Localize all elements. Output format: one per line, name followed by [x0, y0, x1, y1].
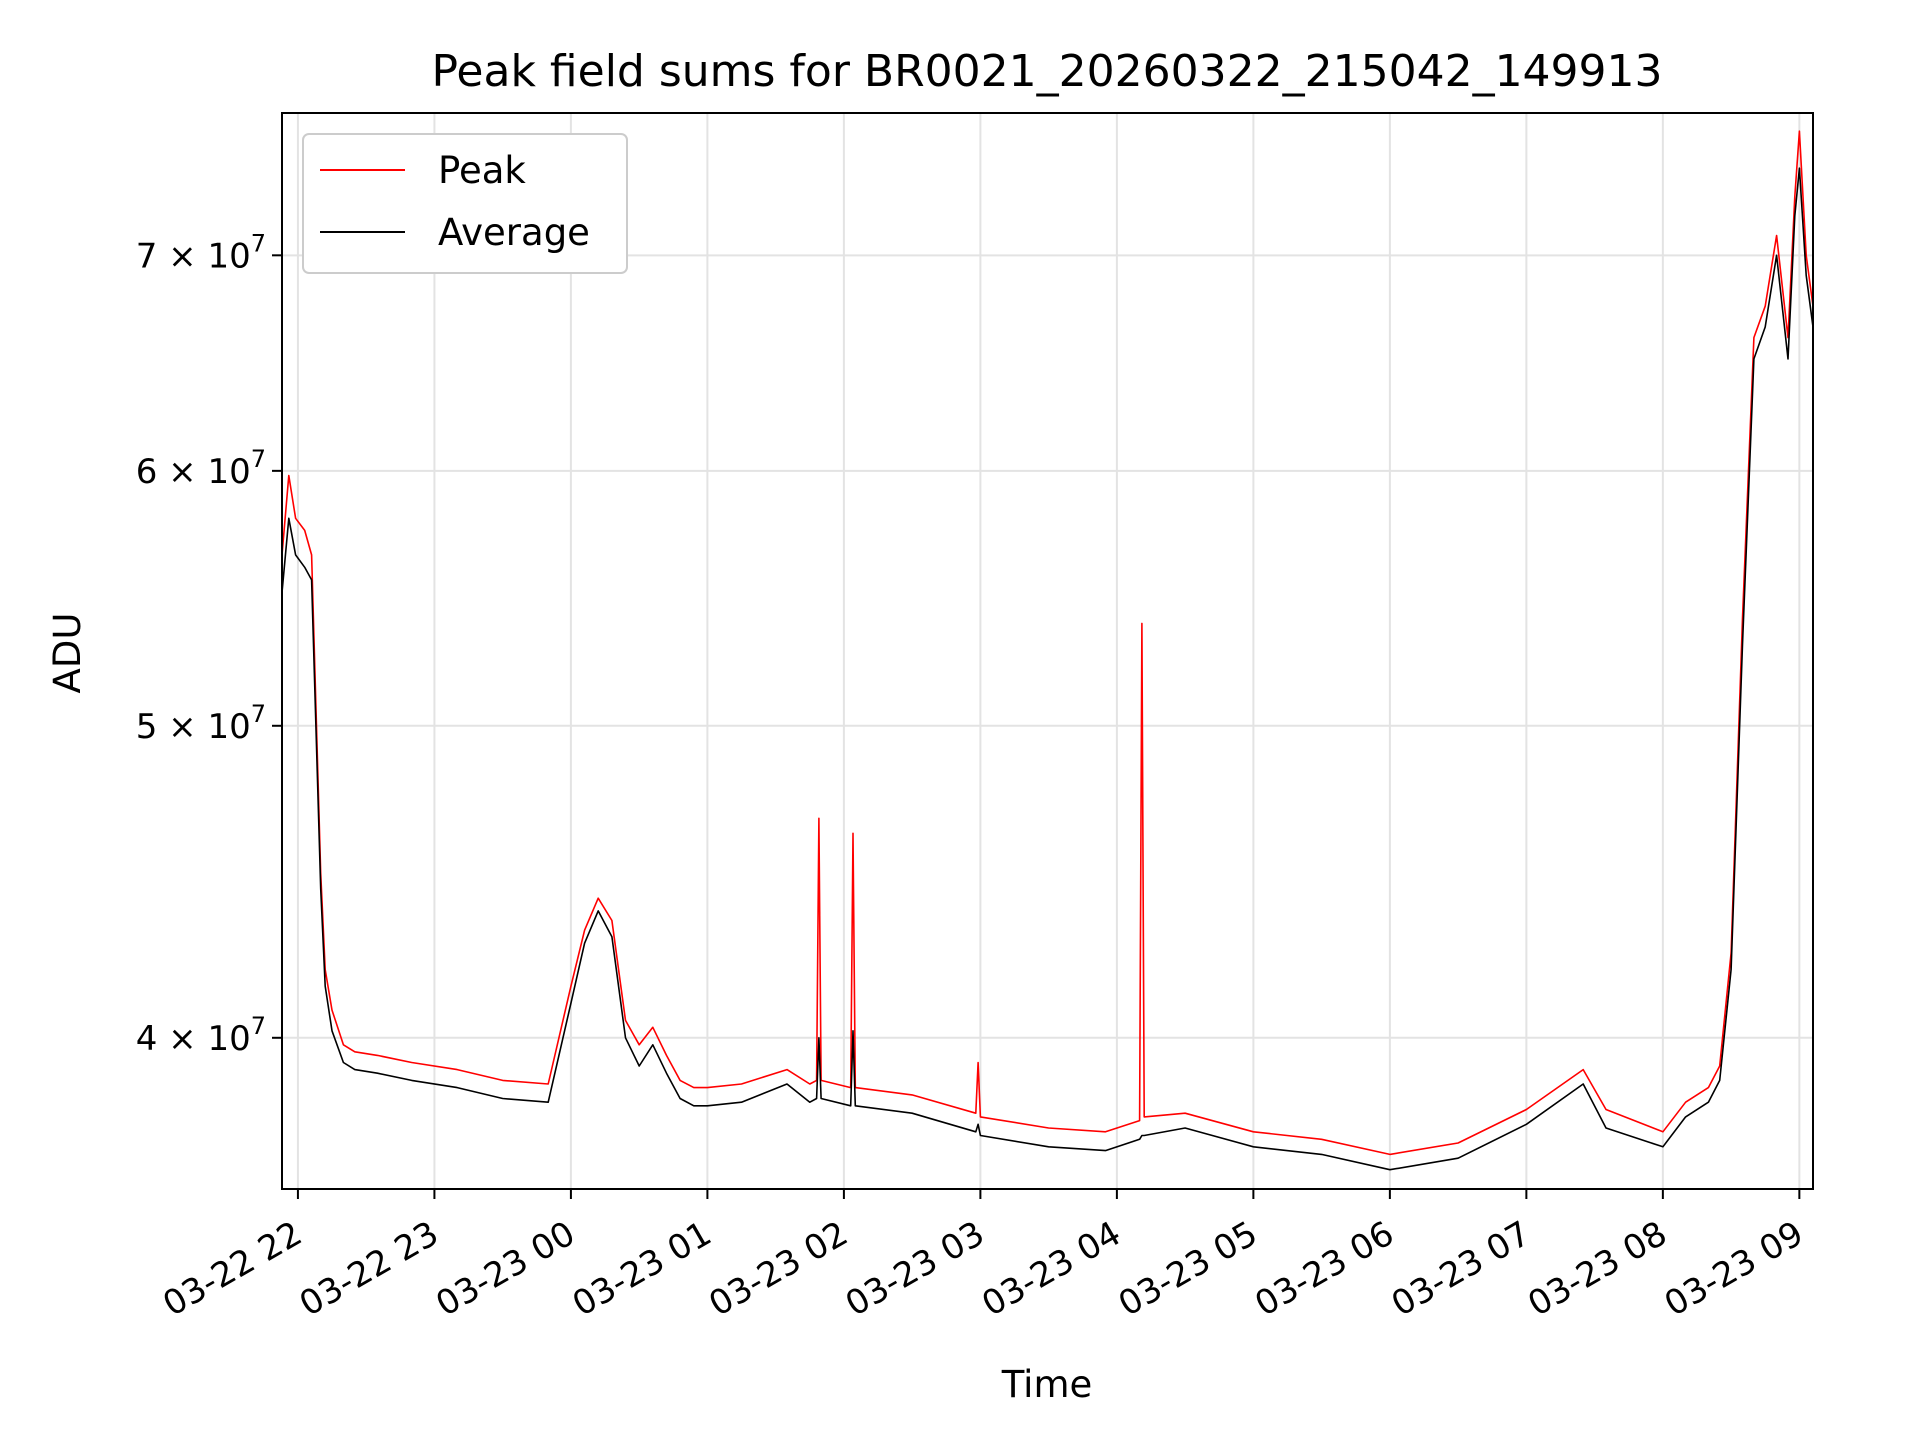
series-line-peak: [281, 130, 1814, 1156]
y-tick-label: 4 × 107: [136, 1012, 266, 1059]
x-tick-label: 03-23 07: [1385, 1214, 1537, 1325]
x-tick-label: 03-23 06: [1248, 1214, 1400, 1325]
x-tick-label: 03-23 04: [975, 1214, 1127, 1325]
x-tick-label: 03-23 05: [1112, 1214, 1264, 1325]
legend-label-peak: Peak: [438, 149, 526, 192]
x-tick-label: 03-23 01: [566, 1214, 718, 1325]
y-tick-label: 6 × 107: [136, 445, 266, 492]
grid: [282, 113, 1813, 1189]
legend-box: [302, 133, 628, 274]
y-tick-label: 5 × 107: [136, 700, 266, 747]
chart-title: Peak field sums for BR0021_20260322_2150…: [431, 46, 1662, 97]
y-axis-label: ADU: [46, 613, 89, 694]
series-line-average: [281, 167, 1814, 1171]
y-tick-label: 7 × 107: [136, 229, 266, 276]
x-tick-label: 03-23 03: [839, 1214, 991, 1325]
x-tick-label: 03-23 09: [1658, 1214, 1810, 1325]
plot-frame: [281, 112, 1814, 1190]
legend-label-average: Average: [438, 211, 590, 254]
x-tick-label: 03-22 23: [293, 1214, 445, 1325]
x-tick-label: 03-23 08: [1521, 1214, 1673, 1325]
x-tick-label: 03-23 02: [702, 1214, 854, 1325]
y-axis: 4 × 107 5 × 107 6 × 107 7 × 107: [136, 229, 282, 1059]
x-tick-label: 03-23 00: [429, 1214, 581, 1325]
legend: Peak Average: [302, 133, 628, 274]
x-tick-label: 03-22 22: [156, 1214, 308, 1325]
series-group: [281, 130, 1814, 1171]
x-axis-label: Time: [1001, 1363, 1093, 1406]
